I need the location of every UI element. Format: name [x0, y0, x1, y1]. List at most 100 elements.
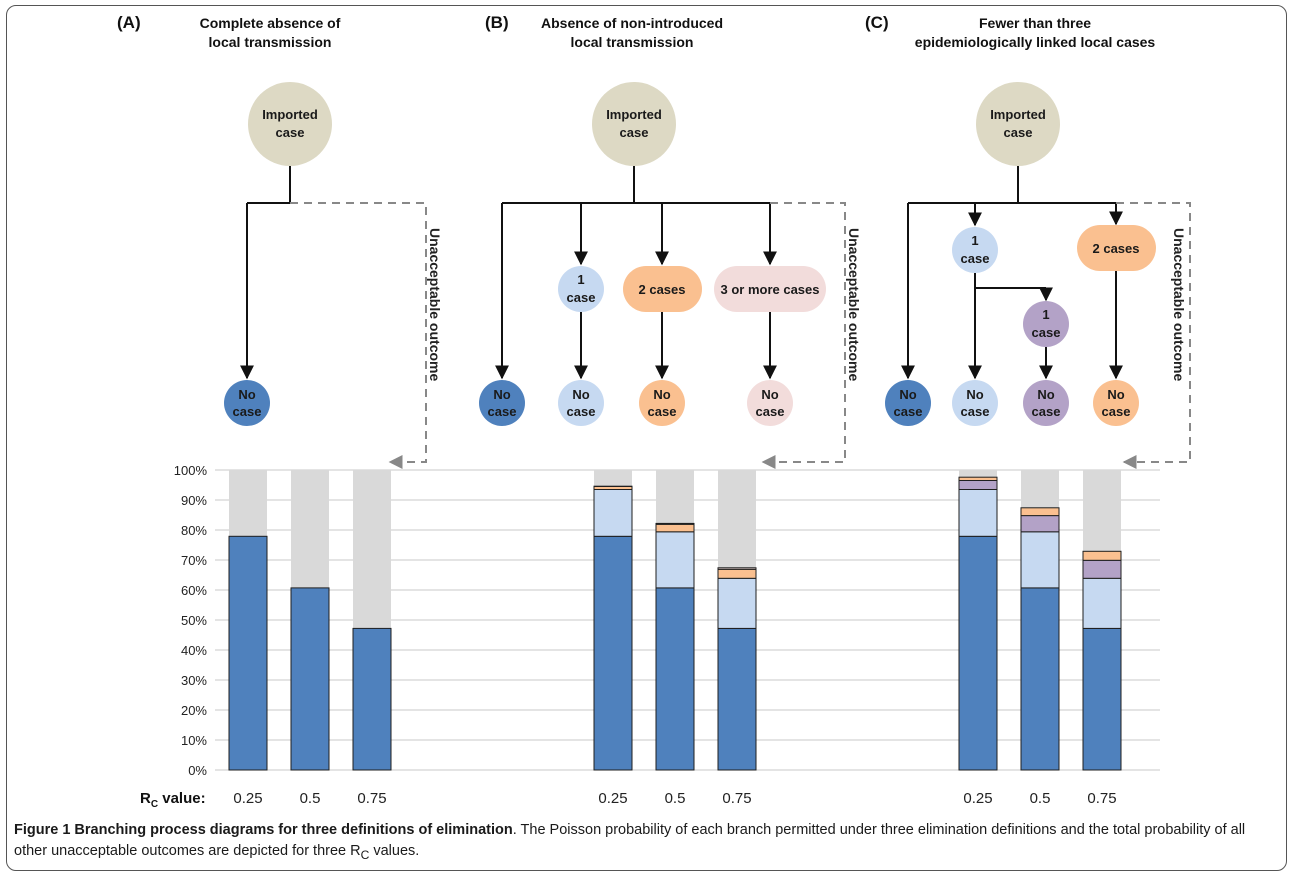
- y-tick-label: 90%: [181, 493, 207, 508]
- no-case-node: [1093, 380, 1139, 426]
- node-label: case: [567, 404, 596, 419]
- x-axis: 0.25 0.5 0.75 0.25 0.5 0.75 0.25 0.5 0.75: [233, 790, 1116, 807]
- node-label: No: [572, 387, 589, 402]
- x-tick-label: 0.25: [598, 790, 627, 807]
- caption-subscript: C: [360, 847, 370, 862]
- node-label: No: [1107, 387, 1124, 402]
- y-tick-label: 30%: [181, 673, 207, 688]
- panel-a-title-line2: local transmission: [209, 34, 332, 50]
- bar-segment-linked-case: [958, 480, 998, 490]
- bar-segment-two-cases: [717, 568, 757, 579]
- node-label: 2 cases: [1093, 241, 1140, 256]
- panel-b-header: (B) Absence of non-introduced local tran…: [485, 13, 723, 50]
- two-cases-node: [1077, 225, 1156, 271]
- node-label: case: [620, 125, 649, 140]
- bar-segment-no-case: [1020, 587, 1060, 771]
- bar-segment-no-case: [352, 627, 392, 771]
- y-tick-label: 0%: [188, 763, 207, 778]
- figure-caption: Figure 1 Branching process diagrams for …: [14, 820, 1276, 866]
- bar-segment-one-case: [1020, 531, 1060, 589]
- node-label: case: [1032, 325, 1061, 340]
- y-tick-label: 20%: [181, 703, 207, 718]
- node-label: Imported: [606, 107, 662, 122]
- y-tick-label: 70%: [181, 553, 207, 568]
- y-tick-label: 100%: [174, 463, 208, 478]
- node-label: No: [653, 387, 670, 402]
- node-label: case: [567, 290, 596, 305]
- no-case-node: [639, 380, 685, 426]
- node-label: case: [961, 251, 990, 266]
- panel-c-tree: Imported case No case 1 case No case 1 c…: [885, 82, 1191, 469]
- node-label: case: [276, 125, 305, 140]
- imported-case-node: [976, 82, 1060, 166]
- node-label: case: [1102, 404, 1131, 419]
- panel-a-tree: Imported case No case Unacceptable outco…: [224, 82, 443, 469]
- node-label: No: [761, 387, 778, 402]
- bar-segment-three-cases: [717, 567, 757, 570]
- x-tick-label: 0.75: [722, 790, 751, 807]
- x-tick-label: 0.75: [1087, 790, 1116, 807]
- y-axis: 0% 10% 20% 30% 40% 50% 60% 70% 80% 90% 100%: [174, 463, 208, 778]
- panel-b-tree: Imported case No case 1 case No case 2 c…: [479, 82, 862, 469]
- bar-segment-no-case: [290, 587, 330, 771]
- node-label: case: [756, 404, 785, 419]
- node-label: case: [233, 404, 262, 419]
- bar-segment-no-case: [655, 587, 695, 771]
- bar-segment-two-cases: [1020, 507, 1060, 517]
- node-label: 1: [577, 272, 584, 287]
- bar-segment-two-cases: [958, 476, 998, 482]
- y-tick-label: 40%: [181, 643, 207, 658]
- y-tick-label: 60%: [181, 583, 207, 598]
- rc-value-label: RC value:: [140, 790, 206, 810]
- imported-case-node: [248, 82, 332, 166]
- caption-text-end: values.: [369, 843, 420, 859]
- chart-bars: [228, 470, 1122, 771]
- panel-a-header: (A) Complete absence of local transmissi…: [117, 13, 341, 50]
- y-tick-label: 10%: [181, 733, 207, 748]
- node-label: No: [966, 387, 983, 402]
- unacceptable-outcome-arrow: [1116, 202, 1191, 469]
- x-tick-label: 0.5: [300, 790, 321, 807]
- node-label: case: [961, 404, 990, 419]
- bar-segment-no-case: [958, 535, 998, 771]
- node-label: 3 or more cases: [720, 282, 819, 297]
- panel-c-title-line1: Fewer than three: [979, 15, 1091, 31]
- bar-segment-one-case: [717, 577, 757, 629]
- three-or-more-cases-node: [714, 266, 826, 312]
- no-case-node: [558, 380, 604, 426]
- one-case-node: [952, 227, 998, 273]
- node-label: Imported: [990, 107, 1046, 122]
- no-case-node: [952, 380, 998, 426]
- panel-b-title-line2: local transmission: [571, 34, 694, 50]
- x-tick-label: 0.25: [233, 790, 262, 807]
- bar-segment-linked-case: [1082, 559, 1122, 579]
- unacceptable-outcome-arrow: [290, 202, 427, 469]
- node-label: case: [648, 404, 677, 419]
- no-case-node: [479, 380, 525, 426]
- x-tick-label: 0.25: [963, 790, 992, 807]
- node-label: 2 cases: [639, 282, 686, 297]
- node-label: No: [493, 387, 510, 402]
- node-label: 1: [971, 233, 978, 248]
- node-label: case: [1032, 404, 1061, 419]
- node-label: No: [1037, 387, 1054, 402]
- no-case-node: [1023, 380, 1069, 426]
- caption-text: . The Poisson probability of each branch…: [14, 822, 1246, 859]
- one-case-node: [558, 266, 604, 312]
- bar-segment-one-case: [958, 489, 998, 537]
- panel-c-title-line2: epidemiologically linked local cases: [915, 34, 1156, 50]
- node-label: case: [894, 404, 923, 419]
- node-label: 1: [1042, 307, 1049, 322]
- panel-b-letter: (B): [485, 13, 509, 32]
- x-tick-label: 0.5: [665, 790, 686, 807]
- node-label: No: [238, 387, 255, 402]
- panel-b-title-line1: Absence of non-introduced: [541, 15, 723, 31]
- node-label: case: [1004, 125, 1033, 140]
- bar-segment-one-case: [1082, 577, 1122, 629]
- unacceptable-outcome-label: Unacceptable outcome: [1171, 228, 1187, 381]
- y-tick-label: 80%: [181, 523, 207, 538]
- bar-segment-one-case: [593, 489, 633, 537]
- bar-segment-two-cases: [1082, 550, 1122, 561]
- figure-diagram: (A) Complete absence of local transmissi…: [117, 13, 1191, 810]
- linked-one-case-node: [1023, 301, 1069, 347]
